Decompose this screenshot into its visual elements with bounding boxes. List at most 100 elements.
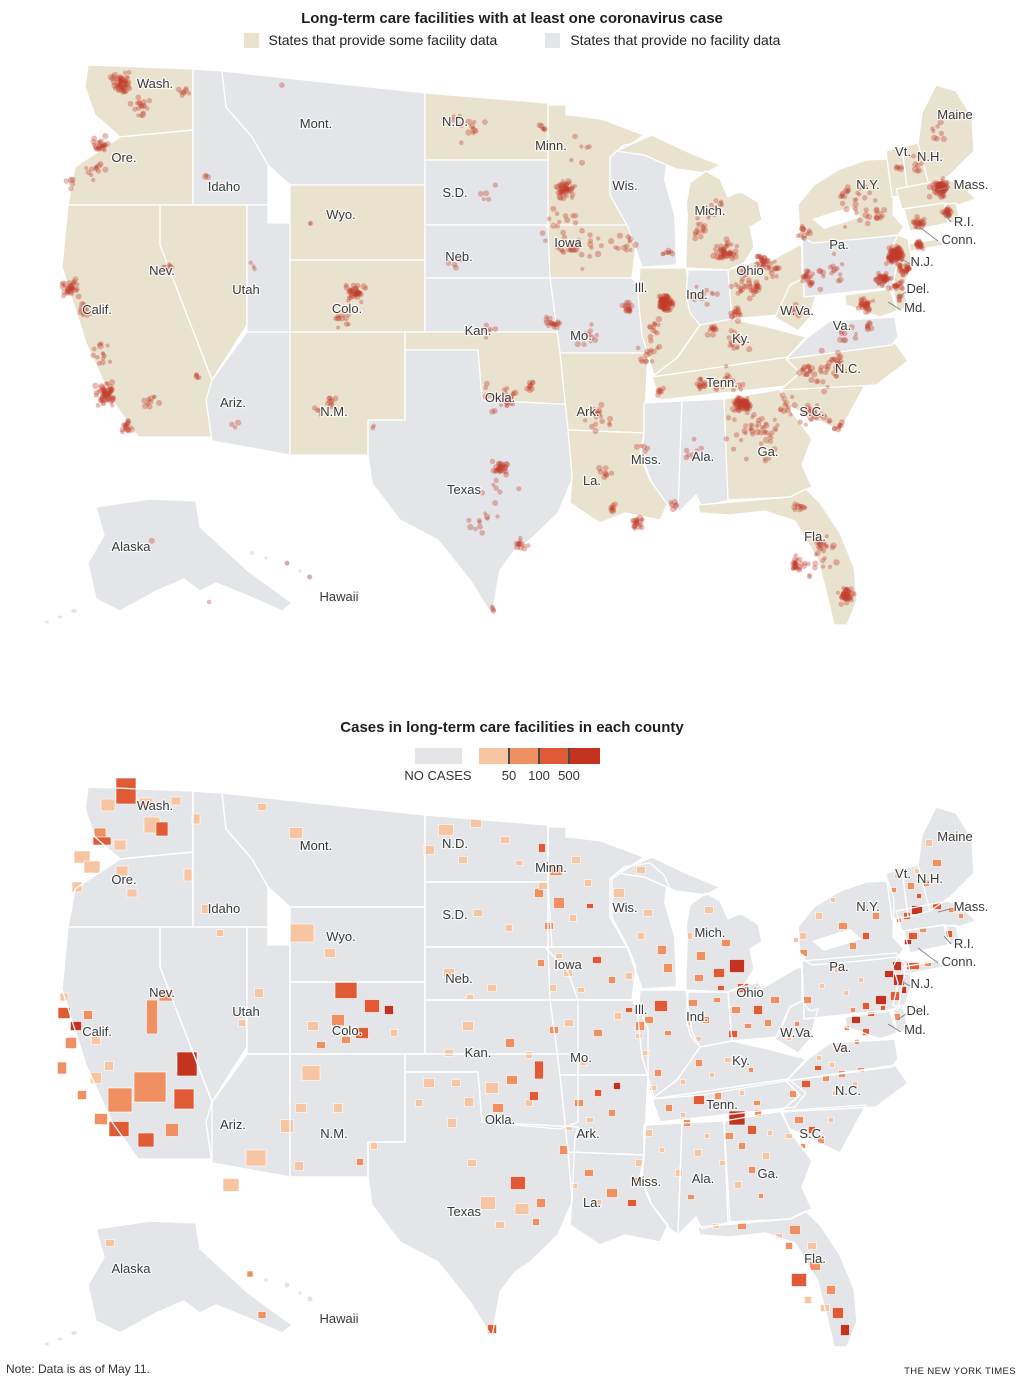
county-patch (245, 1149, 267, 1167)
county-patch (331, 1014, 345, 1026)
ramp-segment-3 (539, 748, 569, 764)
county-patch (586, 1117, 594, 1123)
county-patch (849, 942, 857, 950)
county-patch (709, 1072, 715, 1078)
state-label: Fla. (804, 1251, 826, 1266)
county-patch (838, 922, 848, 930)
county-patch (721, 939, 731, 947)
ramp-segment-2 (509, 748, 539, 764)
county-patch (843, 990, 849, 996)
county-patch (739, 1090, 745, 1096)
state-label: N.C. (835, 1083, 861, 1098)
county-patch (809, 1261, 821, 1271)
county-patch (614, 1012, 622, 1020)
county-patch (505, 924, 513, 932)
state-label: Mont. (300, 838, 333, 853)
county-patch (280, 1119, 294, 1133)
county-patch (654, 1069, 662, 1077)
state-label: Kan. (465, 323, 492, 338)
county-patch (138, 797, 154, 809)
state-label: Ill. (635, 280, 648, 295)
county-patch (635, 1033, 643, 1039)
county-patch (625, 1007, 633, 1013)
county-patch (92, 836, 112, 846)
county-patch (770, 996, 780, 1004)
county-patch (856, 903, 862, 909)
legend-label-some-data: States that provide some facility data (268, 32, 498, 48)
legend-swatch-no-cases (415, 748, 462, 764)
ramp-tick-100: 100 (528, 768, 550, 783)
county-patch (872, 912, 880, 920)
county-patch (758, 1193, 764, 1199)
county-patch (704, 1133, 710, 1139)
county-patch (107, 1087, 133, 1113)
state-label: Texas (447, 482, 481, 497)
county-patch (693, 1095, 705, 1105)
county-patch (537, 959, 545, 967)
state-ri (945, 202, 961, 224)
credit: THE NEW YORK TIMES (904, 1366, 1016, 1377)
county-patch (334, 981, 358, 999)
county-patch (924, 961, 932, 967)
county-patch (170, 796, 182, 806)
county-patch (815, 912, 823, 920)
county-patch (104, 1061, 114, 1071)
state-la (567, 429, 669, 524)
facilities-dot-map: Wash. Mont. N.D. Minn. Maine Vt. N.H. Ore. Idaho… (45, 64, 990, 626)
county-patch (113, 839, 127, 851)
state-label: Pa. (829, 237, 849, 252)
state-label: N.D. (442, 114, 468, 129)
state-label: Mich. (694, 203, 725, 218)
county-patch (451, 1079, 461, 1087)
county-patch (686, 1020, 692, 1026)
state-labels-layer: Wash. Mont. N.D. Minn. Maine Vt. N.H. Ore. Idaho… (81, 797, 990, 1328)
state-label: Vt. (895, 866, 911, 881)
county-patch (808, 1126, 816, 1134)
county-patch (724, 1132, 734, 1140)
county-patch (83, 860, 101, 874)
county-patch (838, 1044, 846, 1052)
county-patch (858, 977, 864, 983)
ramp-tick-mark (538, 748, 540, 764)
county-patch (713, 997, 721, 1003)
state-label: N.H. (917, 871, 943, 886)
state-label: Tenn. (706, 375, 738, 390)
county-patch (728, 1030, 738, 1038)
state-label: W.Va. (780, 303, 814, 318)
county-patch (694, 1149, 702, 1157)
county-patch (748, 1166, 756, 1174)
county-patch (645, 1129, 653, 1137)
state-label: Colo. (332, 1023, 362, 1038)
county-patch (191, 813, 201, 825)
ramp-tick-mark (508, 748, 510, 764)
county-patch (694, 1036, 702, 1042)
state-label: Ore. (111, 872, 136, 887)
county-patch (364, 999, 380, 1013)
county-patch (384, 1005, 394, 1015)
state-label: Alaska (111, 539, 151, 554)
county-patch (492, 1103, 504, 1113)
state-label: Ga. (758, 1166, 779, 1181)
state-label: Ga. (758, 444, 779, 459)
county-patch (183, 868, 193, 882)
county-patch (108, 1121, 130, 1137)
state-co (289, 981, 426, 1055)
ramp-segment-4 (569, 748, 600, 764)
state-label: Maine (937, 107, 972, 122)
county-patch (875, 995, 887, 1005)
county-patch (467, 1159, 477, 1167)
county-patch (791, 1273, 807, 1287)
county-patch (538, 882, 548, 890)
county-patch (665, 1104, 673, 1112)
top-map-legend: States that provide some facility data S… (0, 32, 1024, 48)
county-patch (500, 836, 510, 844)
state-label: Ill. (635, 1002, 648, 1017)
county-patch (702, 1016, 710, 1024)
state-label: La. (583, 473, 601, 488)
county-patch (216, 929, 224, 937)
county-patch (423, 845, 435, 855)
state-label: R.I. (954, 936, 974, 951)
county-patch (555, 953, 563, 959)
county-patch (487, 984, 497, 992)
state-label: Md. (904, 300, 926, 315)
